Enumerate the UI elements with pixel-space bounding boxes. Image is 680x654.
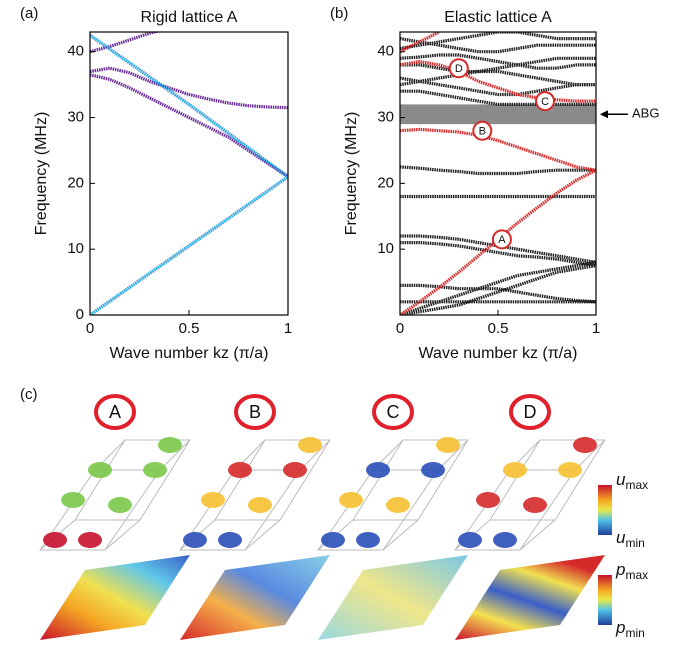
y-tick-label: 20 — [377, 174, 394, 191]
y-axis-label: Frequency (MHz) — [33, 112, 50, 236]
x-tick-label: 1 — [284, 320, 292, 337]
colorbar-subscript: min — [625, 626, 644, 640]
y-tick-label: 10 — [67, 240, 84, 257]
displacement-blob — [458, 532, 482, 548]
displacement-blob — [143, 462, 167, 478]
x-tick-label: 1 — [592, 320, 600, 337]
displacement-blob — [228, 462, 252, 478]
displacement-blob — [493, 532, 517, 548]
mode-label: C — [387, 402, 400, 422]
displacement-blob — [523, 497, 547, 513]
colorbar-subscript: max — [625, 568, 648, 582]
panel-label: (b) — [330, 5, 348, 22]
mode-label: A — [109, 402, 121, 422]
x-tick-label: 0.5 — [179, 320, 200, 337]
y-tick-label: 40 — [67, 43, 84, 60]
colorbar — [598, 485, 612, 535]
displacement-blob — [108, 497, 132, 513]
mode-marker-label: D — [455, 63, 463, 75]
x-axis-label: Wave number kz (π/a) — [419, 345, 578, 362]
band-curve — [400, 72, 596, 85]
chart-title: Elastic lattice A — [444, 9, 552, 26]
displacement-blob — [158, 437, 182, 453]
band-curve — [90, 68, 288, 108]
plot — [400, 32, 596, 315]
band-curve — [90, 75, 288, 177]
displacement-blob — [573, 437, 597, 453]
y-tick-label: 40 — [377, 43, 394, 60]
colorbar-subscript: max — [625, 478, 648, 492]
plot-frame — [400, 32, 596, 315]
mode-marker-label: A — [498, 234, 506, 246]
x-axis-label: Wave number kz (π/a) — [110, 345, 269, 362]
colorbar-label: pmax — [615, 560, 648, 582]
colorbar-label: pmin — [615, 618, 645, 640]
y-axis-label: Frequency (MHz) — [343, 112, 360, 236]
y-tick-label: 20 — [67, 174, 84, 191]
displacement-blob — [61, 492, 85, 508]
colorbar-subscript: min — [625, 536, 644, 550]
pressure-field — [180, 555, 330, 640]
colorbar-label: umin — [616, 528, 645, 550]
displacement-blob — [503, 462, 527, 478]
displacement-blob — [558, 462, 582, 478]
band-curve — [400, 285, 596, 301]
mode-label: D — [524, 402, 537, 422]
band-curve — [400, 58, 596, 71]
lattice-wireframe — [40, 440, 190, 550]
colorbar-symbol: p — [615, 560, 625, 579]
displacement-blob — [218, 532, 242, 548]
band-arrowhead — [600, 110, 608, 118]
displacement-blob — [436, 437, 460, 453]
displacement-blob — [201, 492, 225, 508]
figure: (a) Rigid lattice A Wave number kz (π/a) Fr… — [0, 0, 680, 649]
displacement-blob — [421, 462, 445, 478]
band-curve — [400, 167, 596, 174]
displacement-blob — [366, 462, 390, 478]
panel-label: (a) — [20, 5, 38, 22]
pressure-field — [318, 555, 468, 640]
mode-label: B — [249, 402, 261, 422]
displacement-blob — [183, 532, 207, 548]
displacement-blob — [88, 462, 112, 478]
band-curve — [90, 177, 288, 315]
band-label: ABG — [632, 106, 659, 121]
lattice-wireframe — [318, 440, 468, 550]
displacement-blob — [43, 532, 67, 548]
y-tick-label: 0 — [76, 306, 84, 323]
x-tick-label: 0 — [86, 320, 94, 337]
pressure-field — [455, 555, 605, 640]
band-gap — [400, 104, 596, 124]
displacement-blob — [339, 492, 363, 508]
displacement-blob — [78, 532, 102, 548]
band-curve — [400, 39, 596, 52]
displacement-blob — [356, 532, 380, 548]
colorbar — [598, 575, 612, 625]
y-tick-label: 10 — [377, 240, 394, 257]
mode-marker-label: C — [541, 96, 549, 108]
panel-label: (c) — [20, 386, 38, 403]
displacement-blob — [298, 437, 322, 453]
band-curve — [400, 129, 596, 170]
lattice-wireframe — [455, 440, 605, 550]
lattice-wireframe — [180, 440, 330, 550]
colorbar-symbol: p — [615, 618, 625, 637]
colorbar-label: umax — [616, 470, 648, 492]
plot-frame — [90, 32, 288, 315]
y-tick-label: 30 — [377, 109, 394, 126]
displacement-blob — [386, 497, 410, 513]
chart-title: Rigid lattice A — [141, 9, 238, 26]
displacement-blob — [321, 532, 345, 548]
mode-marker-label: B — [479, 126, 486, 138]
band-curve — [400, 266, 596, 315]
pressure-field — [40, 555, 190, 640]
y-tick-label: 30 — [67, 109, 84, 126]
plot — [90, 31, 288, 315]
displacement-blob — [283, 462, 307, 478]
x-tick-label: 0.5 — [488, 320, 509, 337]
displacement-blob — [248, 497, 272, 513]
x-tick-label: 0 — [396, 320, 404, 337]
displacement-blob — [476, 492, 500, 508]
